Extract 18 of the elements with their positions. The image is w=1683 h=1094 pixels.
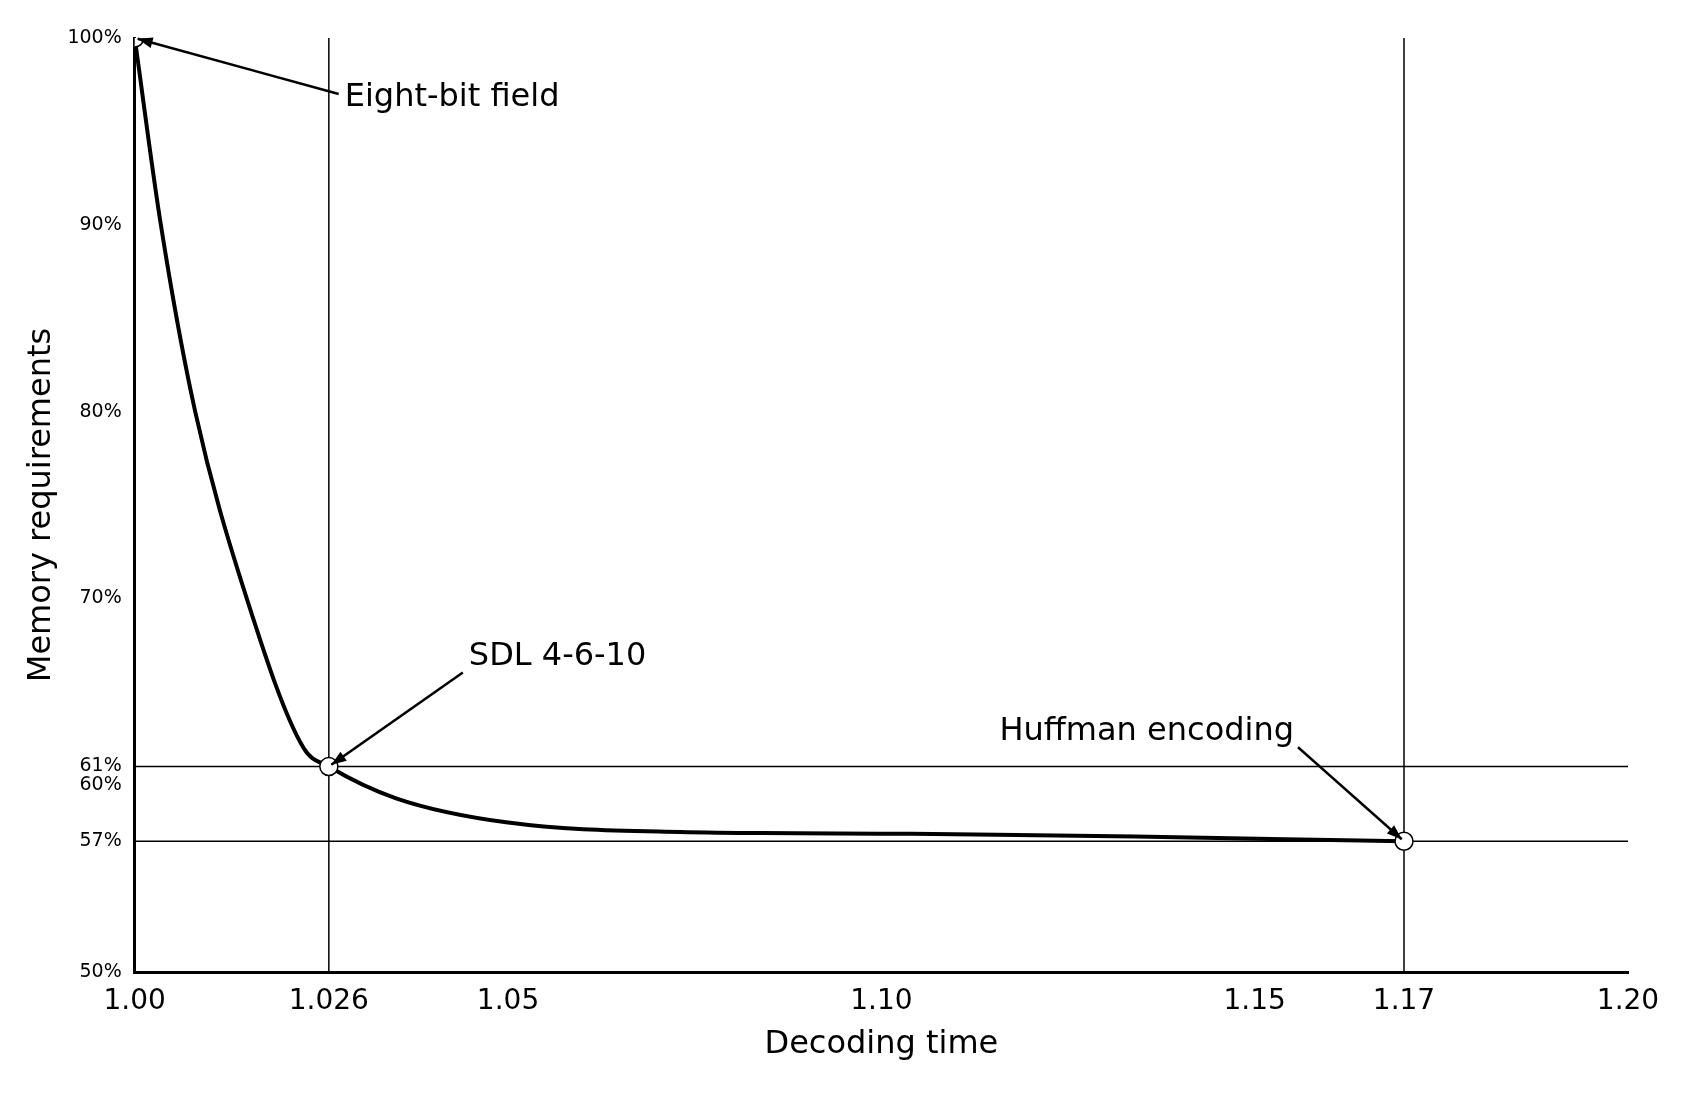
y-tick-label: 50% [79, 958, 122, 981]
y-tick-label: 80% [79, 398, 122, 421]
y-tick-label: 100% [67, 24, 122, 47]
x-tick-label: 1.15 [1223, 983, 1286, 1017]
y-tick-label: 70% [79, 585, 122, 608]
x-tick-label: 1.00 [103, 983, 166, 1017]
annotation: SDL 4-6-10 [468, 634, 647, 673]
y-tick-label: 57% [79, 828, 122, 851]
y-tick-label: 90% [79, 211, 122, 234]
annotation: Huffman encoding [999, 709, 1295, 748]
x-tick-label: 1.05 [476, 983, 540, 1017]
annotation: Eight-bit field [344, 76, 560, 115]
x-tick-label: 1.17 [1372, 983, 1436, 1017]
x-axis-title: Decoding time [764, 1023, 999, 1062]
y-axis-title: Memory requirements [19, 327, 58, 683]
x-tick-label: 1.10 [850, 983, 913, 1017]
x-tick-label: 1.20 [1596, 983, 1660, 1017]
x-tick-label: 1.026 [288, 983, 369, 1017]
